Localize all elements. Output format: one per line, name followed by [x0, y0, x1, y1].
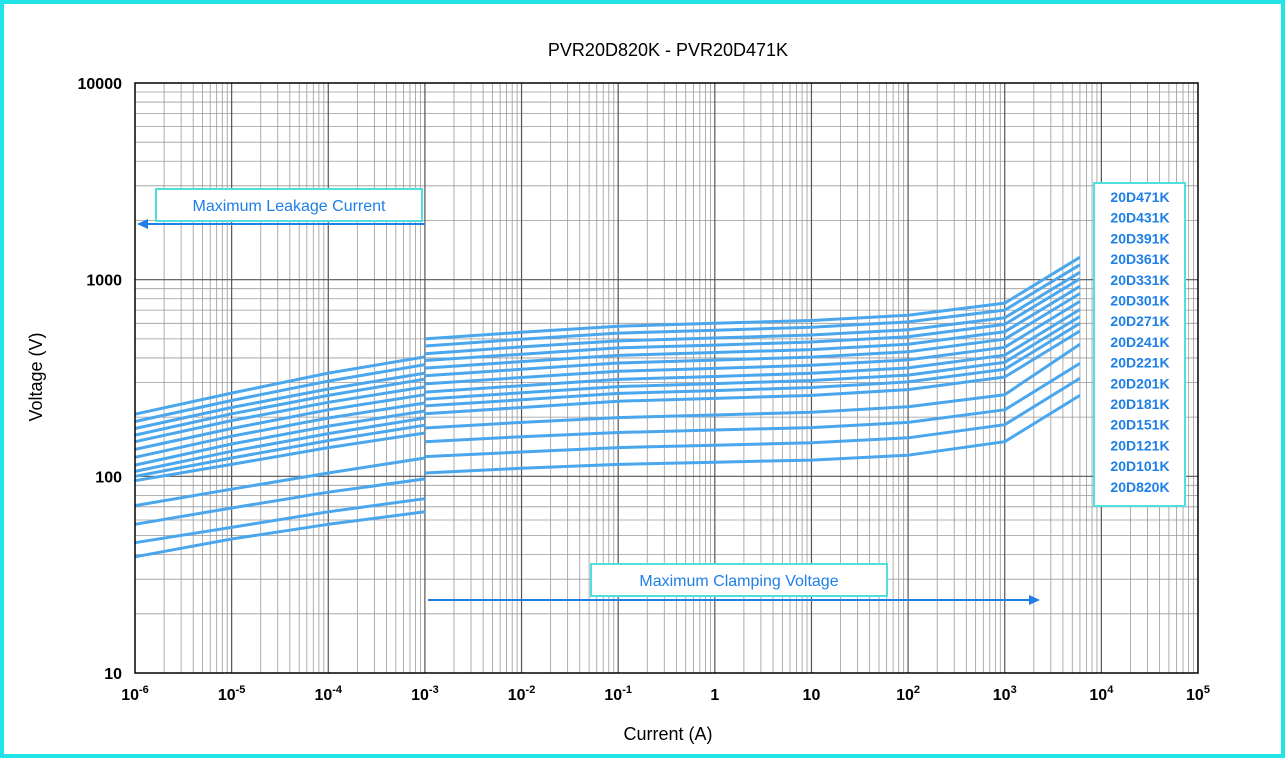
- series-line-20D271K-leakage: [134, 401, 426, 459]
- plot-border: [134, 82, 1199, 674]
- x-tick-label: 104: [1089, 684, 1114, 704]
- leakage-arrowhead: [137, 219, 148, 229]
- series-line-20D271K-clamping: [424, 300, 1081, 386]
- legend-item-20D361K: 20D361K: [1110, 251, 1169, 267]
- clamping-arrowhead: [1029, 595, 1040, 605]
- x-tick-label: 10: [803, 687, 821, 704]
- legend-item-20D301K: 20D301K: [1110, 293, 1169, 309]
- x-tick-label: 10-5: [218, 684, 246, 704]
- legend-item-20D271K: 20D271K: [1110, 313, 1169, 329]
- series-line-20D301K-clamping: [424, 292, 1081, 378]
- series-line-20D391K-leakage: [134, 371, 426, 430]
- series-line-20D361K-clamping: [424, 277, 1081, 362]
- series-line-20D101K-leakage: [134, 497, 426, 545]
- y-tick-label: 10: [104, 666, 122, 683]
- clamping-annotation: Maximum Clamping Voltage: [428, 563, 1040, 605]
- legend-item-20D471K: 20D471K: [1110, 189, 1169, 205]
- legend-box: [1093, 182, 1186, 507]
- series-line-20D361K-leakage: [134, 377, 426, 437]
- series-line-20D221K-clamping: [424, 315, 1081, 401]
- series-line-20D431K-leakage: [134, 363, 426, 423]
- series-line-20D301K-leakage: [134, 393, 426, 451]
- x-tick-label: 102: [896, 684, 920, 704]
- legend-item-20D391K: 20D391K: [1110, 230, 1169, 246]
- x-tick-label: 1: [710, 687, 719, 704]
- x-tick-label: 105: [1186, 684, 1210, 704]
- series-line-20D121K-leakage: [134, 477, 426, 526]
- legend-item-20D331K: 20D331K: [1110, 272, 1169, 288]
- legend-item-20D121K: 20D121K: [1110, 437, 1169, 453]
- legend-item-20D151K: 20D151K: [1110, 417, 1169, 433]
- leakage-box: [155, 188, 423, 222]
- series-line-20D331K-leakage: [134, 385, 426, 444]
- x-tick-label: 10-1: [604, 684, 632, 704]
- leakage-label: Maximum Leakage Current: [193, 198, 387, 215]
- series-line-20D201K-leakage: [134, 423, 426, 478]
- legend: 20D471K 20D431K 20D391K 20D361K 20D331K 20D30…: [1093, 182, 1186, 507]
- series-line-20D241K-leakage: [134, 409, 426, 467]
- series-line-20D391K-clamping: [424, 271, 1081, 356]
- series-lines: [134, 256, 1081, 559]
- legend-item-20D201K: 20D201K: [1110, 375, 1169, 391]
- y-tick-label: 1000: [86, 273, 122, 290]
- legend-item-20D431K: 20D431K: [1110, 210, 1169, 226]
- series-line-20D181K-leakage: [134, 431, 426, 483]
- series-line-20D820K-leakage: [134, 510, 426, 559]
- x-tick-label: 10-6: [121, 684, 149, 704]
- series-line-20D121K-clamping: [424, 362, 1081, 444]
- series-line-20D331K-clamping: [424, 285, 1081, 370]
- x-axis-label: Current (A): [623, 724, 712, 744]
- series-line-20D221K-leakage: [134, 416, 426, 473]
- x-tick-label: 103: [993, 684, 1017, 704]
- y-tick-label: 10000: [78, 76, 123, 93]
- y-axis-label: Voltage (V): [26, 332, 46, 421]
- legend-item-20D820K: 20D820K: [1110, 479, 1169, 495]
- series-line-20D820K-clamping: [424, 394, 1081, 475]
- legend-item-20D181K: 20D181K: [1110, 396, 1169, 412]
- clamping-label: Maximum Clamping Voltage: [639, 573, 838, 590]
- series-line-20D101K-clamping: [424, 377, 1081, 459]
- x-tick-label: 10-4: [314, 684, 342, 704]
- series-line-20D471K-clamping: [424, 256, 1081, 341]
- series-line-20D201K-clamping: [424, 322, 1081, 408]
- x-tick-label: 10-2: [508, 684, 536, 704]
- series-line-20D151K-clamping: [424, 342, 1081, 430]
- legend-item-20D221K: 20D221K: [1110, 355, 1169, 371]
- clamping-box: [590, 563, 888, 597]
- series-line-20D151K-leakage: [134, 456, 426, 508]
- legend-item-20D241K: 20D241K: [1110, 334, 1169, 350]
- series-line-20D471K-leakage: [134, 355, 426, 416]
- axes: 10-6 10-5 10-4 10-3 10-2 10-1 1 10 102 103 104 105 1…: [78, 76, 1210, 704]
- series-line-20D241K-clamping: [424, 308, 1081, 394]
- series-line-20D431K-clamping: [424, 263, 1081, 348]
- x-tick-label: 10-3: [411, 684, 439, 704]
- series-line-20D181K-clamping: [424, 329, 1081, 416]
- legend-item-20D101K: 20D101K: [1110, 458, 1169, 474]
- y-tick-label: 100: [95, 469, 122, 486]
- leakage-annotation: Maximum Leakage Current: [137, 188, 425, 229]
- chart-title: PVR20D820K - PVR20D471K: [548, 40, 788, 60]
